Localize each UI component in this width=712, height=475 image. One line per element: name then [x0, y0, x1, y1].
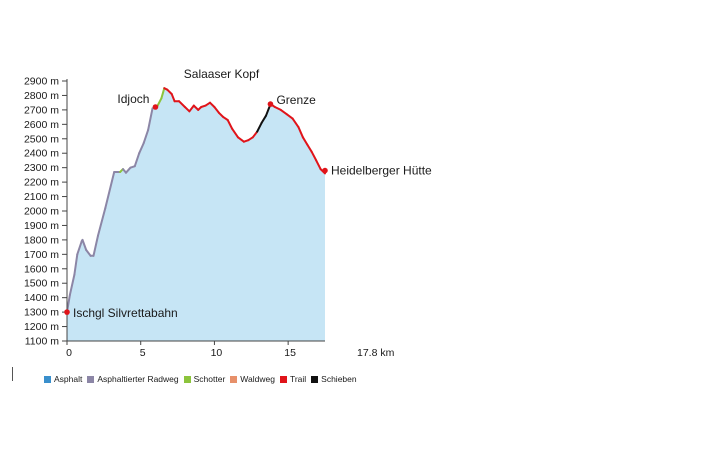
- legend-swatch: [44, 375, 51, 383]
- profile-segment: [279, 108, 288, 116]
- profile-segment: [170, 93, 176, 103]
- y-tick-label: 1500 m: [24, 278, 59, 290]
- x-tick-label: 0: [66, 347, 72, 359]
- legend-swatch: [311, 375, 319, 383]
- profile-segment: [285, 113, 294, 120]
- y-tick-label: 2700 m: [24, 104, 59, 116]
- y-tick-label: 1300 m: [24, 307, 59, 319]
- profile-segment: [310, 150, 318, 162]
- profile-segment: [297, 126, 304, 139]
- y-tick-label: 2000 m: [24, 206, 59, 218]
- y-tick-label: 1200 m: [24, 321, 59, 333]
- legend-item: Waldweg: [230, 374, 275, 384]
- profile-segment: [213, 106, 220, 114]
- y-tick-label: 1100 m: [25, 336, 59, 348]
- profile-segment: [133, 152, 141, 168]
- legend-swatch: [230, 375, 238, 383]
- x-axis-ticks: 0 5 10 15: [66, 341, 296, 359]
- profile-segment: [138, 142, 145, 155]
- profile-segment: [68, 273, 76, 296]
- y-tick-label: 2300 m: [24, 162, 59, 174]
- profile-segment: [81, 238, 88, 251]
- y-tick-label: 2600 m: [24, 119, 59, 131]
- legend: Asphalt Asphaltierter Radweg Schotter Waldw…: [44, 374, 362, 384]
- y-tick-label: 1700 m: [24, 249, 59, 261]
- profile-segment: [125, 166, 132, 174]
- legend-item: Schotter: [183, 374, 226, 384]
- y-tick-label: 2800 m: [24, 90, 59, 102]
- y-tick-label: 2200 m: [24, 177, 59, 189]
- profile-segment: [166, 88, 173, 95]
- profile-segment: [306, 143, 313, 153]
- profile-segment: [226, 119, 234, 130]
- legend-label: Waldweg: [240, 374, 275, 384]
- y-tick-label: 2500 m: [24, 133, 59, 145]
- waypoint-label: Heidelberger Hütte: [331, 164, 432, 178]
- legend-swatch: [279, 375, 287, 383]
- legend-item: Asphalt: [44, 374, 82, 384]
- profile-segment: [160, 87, 166, 100]
- profile-segment: [76, 240, 83, 256]
- profile-segment: [85, 249, 92, 257]
- profile-segment: [92, 234, 99, 257]
- profile-segment: [260, 114, 267, 124]
- profile-segment: [209, 101, 216, 108]
- x-tick-label: 10: [211, 347, 223, 359]
- legend-label: Schotter: [193, 374, 226, 384]
- profile-segment: [73, 253, 79, 276]
- profile-segment: [183, 106, 191, 113]
- x-tick-label: 5: [140, 347, 146, 359]
- profile-segment: [291, 117, 300, 129]
- profile-segment: [251, 130, 259, 139]
- legend-label: Trail: [289, 374, 307, 384]
- y-tick-label: 1400 m: [24, 292, 59, 304]
- y-tick-label: 2100 m: [24, 191, 59, 203]
- profile-segment: [147, 107, 154, 132]
- profile-segment: [237, 136, 245, 143]
- legend-item: Trail: [279, 374, 307, 384]
- legend-label: Asphaltierter Radweg: [97, 374, 179, 384]
- y-tick-label: 1900 m: [24, 220, 59, 232]
- legend-label: Schieben: [321, 374, 357, 384]
- profile-segment: [273, 106, 282, 111]
- y-tick-label: 1600 m: [24, 263, 59, 275]
- waypoint-label: Ischgl Silvrettabahn: [73, 306, 178, 320]
- y-axis-ticks: 1100 m 1200 m 1300 m 1400 m 1500 m 1600 m 1700…: [24, 76, 67, 348]
- profile-segment: [315, 159, 322, 171]
- y-tick-label: 2400 m: [24, 148, 59, 160]
- legend-item: Schieben: [311, 374, 357, 384]
- profile-segment: [97, 207, 107, 237]
- y-tick-label: 1800 m: [24, 234, 59, 246]
- profile-segment: [142, 129, 150, 145]
- waypoints: Ischgl Silvrettabahn Idjoch Salaaser Kopf G…: [64, 67, 432, 320]
- elevation-fill: [67, 88, 325, 341]
- profile-segment: [192, 104, 200, 111]
- x-tick-label: 15: [284, 347, 296, 359]
- profile-segment: [301, 136, 309, 146]
- legend-swatch: [183, 375, 191, 383]
- profile-segment: [217, 111, 225, 119]
- profile-segment: [188, 104, 195, 113]
- waypoint-label: Salaaser Kopf: [184, 67, 260, 81]
- waypoint-dot: [322, 167, 328, 174]
- left-edge-mark: [12, 367, 13, 381]
- waypoint-dot: [267, 101, 274, 107]
- legend-swatch: [87, 375, 95, 383]
- x-axis-unit-label: 17.8 km: [357, 347, 395, 359]
- profile-segment: [104, 171, 116, 210]
- waypoint-label: Idjoch: [117, 92, 149, 106]
- elevation-area: [67, 88, 325, 341]
- waypoint-dot: [64, 309, 70, 315]
- legend-item: Asphaltierter Radweg: [87, 374, 179, 384]
- profile-segment: [231, 127, 239, 139]
- y-tick-label: 2900 m: [24, 76, 59, 88]
- waypoint-dot: [152, 104, 159, 110]
- profile-segment: [178, 100, 186, 108]
- profile-segment: [256, 121, 263, 133]
- legend-label: Asphalt: [54, 374, 83, 384]
- waypoint-label: Grenze: [276, 93, 316, 107]
